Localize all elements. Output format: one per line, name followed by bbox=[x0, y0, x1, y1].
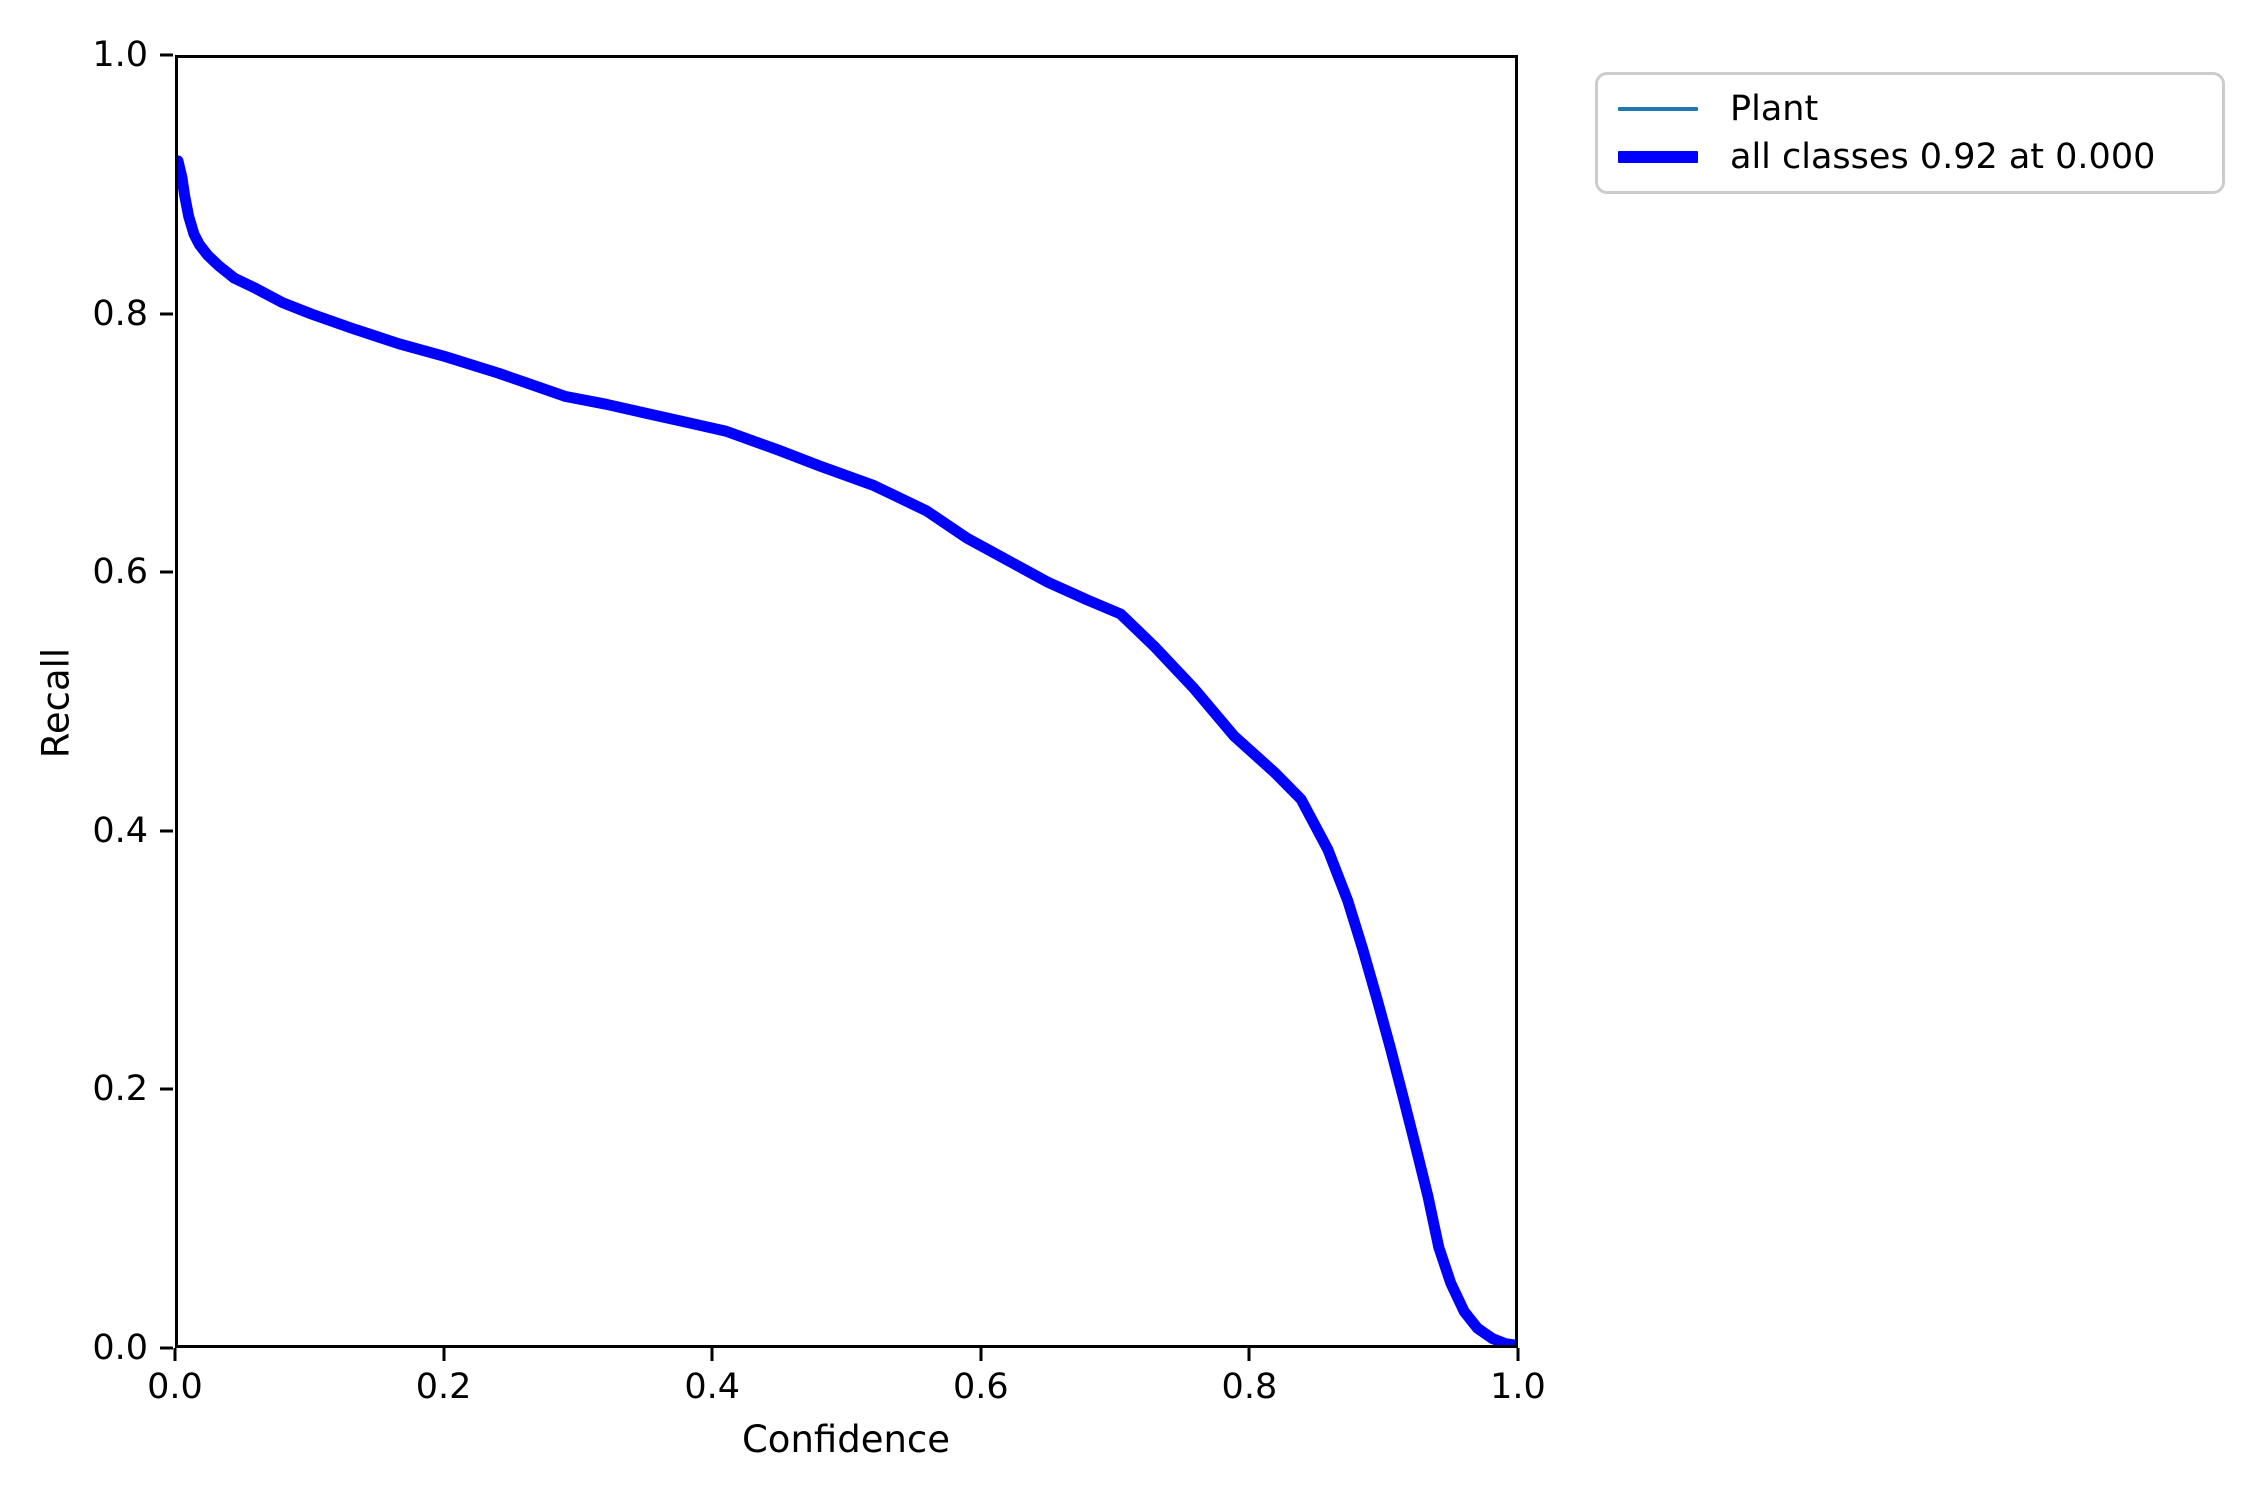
y-axis-title: Recall bbox=[34, 647, 78, 759]
legend-label: Plant bbox=[1730, 89, 1819, 129]
x-axis-ticks bbox=[173, 1348, 1520, 1362]
x-tick-label: 0.8 bbox=[1221, 1367, 1278, 1407]
x-tick-label: 0.4 bbox=[684, 1367, 741, 1407]
y-tick-label: 0.2 bbox=[92, 1069, 148, 1110]
x-axis-title: Confidence bbox=[741, 1418, 951, 1461]
x-tick-label: 1.0 bbox=[1490, 1367, 1546, 1407]
legend-label: all classes 0.92 at 0.000 bbox=[1730, 137, 2156, 177]
y-tick-label: 0.0 bbox=[92, 1328, 148, 1368]
y-tick-label: 1.0 bbox=[92, 35, 148, 75]
y-tick-label: 0.4 bbox=[92, 810, 148, 851]
x-tick-label: 0.2 bbox=[415, 1367, 472, 1407]
curve-canvas bbox=[178, 155, 1515, 1345]
y-axis-ticks bbox=[160, 53, 175, 1350]
y-tick-label: 0.8 bbox=[92, 293, 148, 334]
plot-area bbox=[175, 55, 1518, 1348]
y-axis-tick-labels: 1.0 0.8 0.6 0.4 0.2 0.0 bbox=[0, 35, 148, 1368]
y-tick-label: 0.6 bbox=[92, 552, 148, 593]
legend-entry-all-classes: all classes 0.92 at 0.000 bbox=[1614, 133, 2204, 181]
x-tick-label: 0.0 bbox=[147, 1367, 203, 1407]
legend: Plant all classes 0.92 at 0.000 bbox=[1595, 72, 2225, 194]
legend-line-sample-thick bbox=[1618, 151, 1698, 163]
legend-line-sample-thin bbox=[1618, 107, 1698, 111]
x-tick-label: 0.6 bbox=[952, 1367, 1009, 1407]
all-classes-curve bbox=[178, 155, 1515, 1345]
legend-entry-plant: Plant bbox=[1614, 85, 2204, 133]
x-axis-tick-labels: 0.0 0.2 0.4 0.6 0.8 1.0 bbox=[147, 1367, 1546, 1413]
